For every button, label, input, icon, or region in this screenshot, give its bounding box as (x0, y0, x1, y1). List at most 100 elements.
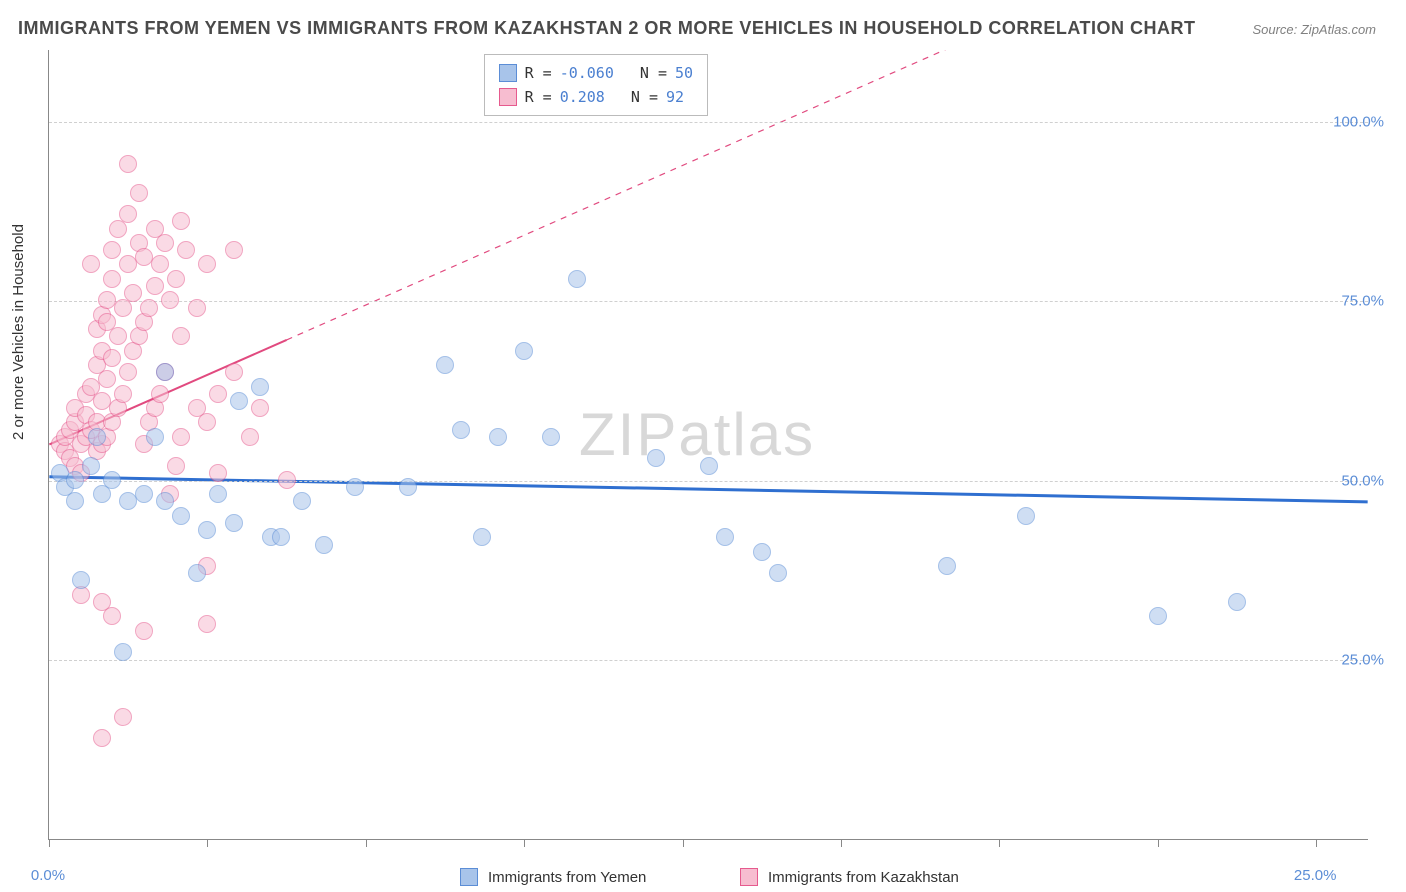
scatter-point (103, 471, 121, 489)
scatter-point (515, 342, 533, 360)
stats-row: R = -0.060 N = 50 (499, 61, 694, 85)
scatter-point (542, 428, 560, 446)
y-tick-label: 75.0% (1341, 293, 1384, 310)
gridline (49, 481, 1368, 482)
scatter-point (452, 421, 470, 439)
scatter-point (72, 571, 90, 589)
stat-n-value: 92 (666, 85, 684, 109)
stat-r-value: 0.208 (560, 85, 605, 109)
scatter-point (209, 485, 227, 503)
scatter-point (98, 370, 116, 388)
scatter-point (436, 356, 454, 374)
y-axis-label: 2 or more Vehicles in Household (10, 224, 27, 440)
scatter-point (140, 299, 158, 317)
legend-item: Immigrants from Yemen (460, 868, 646, 886)
y-tick-label: 50.0% (1341, 472, 1384, 489)
scatter-point (119, 205, 137, 223)
scatter-point (103, 607, 121, 625)
scatter-point (293, 492, 311, 510)
scatter-point (156, 492, 174, 510)
scatter-point (209, 385, 227, 403)
scatter-point (119, 155, 137, 173)
scatter-point (135, 485, 153, 503)
scatter-point (1017, 507, 1035, 525)
scatter-point (93, 729, 111, 747)
scatter-point (346, 478, 364, 496)
scatter-point (769, 564, 787, 582)
scatter-point (114, 385, 132, 403)
scatter-point (278, 471, 296, 489)
x-tick (49, 839, 50, 847)
scatter-point (251, 399, 269, 417)
stat-r-label: R = (525, 85, 552, 109)
stats-box: R = -0.060 N = 50R = 0.208 N = 92 (484, 54, 709, 116)
scatter-point (151, 385, 169, 403)
scatter-point (716, 528, 734, 546)
scatter-point (103, 270, 121, 288)
scatter-point (647, 449, 665, 467)
legend-item: Immigrants from Kazakhstan (740, 868, 959, 886)
x-tick (683, 839, 684, 847)
gridline (49, 660, 1368, 661)
scatter-point (103, 241, 121, 259)
scatter-point (88, 428, 106, 446)
scatter-point (225, 241, 243, 259)
x-tick (841, 839, 842, 847)
scatter-point (700, 457, 718, 475)
scatter-point (119, 363, 137, 381)
x-tick-label: 25.0% (1294, 867, 1337, 884)
scatter-point (1149, 607, 1167, 625)
y-tick-label: 100.0% (1333, 113, 1384, 130)
chart-title: IMMIGRANTS FROM YEMEN VS IMMIGRANTS FROM… (18, 18, 1196, 39)
watermark: ZIPatlas (579, 400, 815, 469)
scatter-point (66, 492, 84, 510)
stat-n-value: 50 (675, 61, 693, 85)
scatter-point (177, 241, 195, 259)
scatter-point (568, 270, 586, 288)
scatter-point (135, 622, 153, 640)
scatter-point (82, 255, 100, 273)
stat-r-value: -0.060 (560, 61, 614, 85)
scatter-point (172, 428, 190, 446)
x-tick (524, 839, 525, 847)
scatter-point (114, 643, 132, 661)
scatter-point (198, 255, 216, 273)
scatter-point (938, 557, 956, 575)
scatter-point (225, 514, 243, 532)
scatter-point (230, 392, 248, 410)
stat-n-label: N = (622, 61, 667, 85)
x-tick (207, 839, 208, 847)
legend-label: Immigrants from Kazakhstan (768, 869, 959, 886)
scatter-point (156, 234, 174, 252)
stat-r-label: R = (525, 61, 552, 85)
scatter-point (198, 615, 216, 633)
legend-swatch (499, 64, 517, 82)
scatter-point (172, 327, 190, 345)
legend-label: Immigrants from Yemen (488, 869, 646, 886)
stat-n-label: N = (613, 85, 658, 109)
scatter-point (225, 363, 243, 381)
scatter-point (172, 507, 190, 525)
legend-swatch (740, 868, 758, 886)
scatter-point (151, 255, 169, 273)
scatter-point (198, 413, 216, 431)
scatter-point (124, 284, 142, 302)
y-tick-label: 25.0% (1341, 652, 1384, 669)
scatter-point (156, 363, 174, 381)
x-tick (1316, 839, 1317, 847)
scatter-point (753, 543, 771, 561)
scatter-point (146, 277, 164, 295)
scatter-point (251, 378, 269, 396)
scatter-point (473, 528, 491, 546)
x-tick-label: 0.0% (31, 867, 65, 884)
legend-swatch (460, 868, 478, 886)
scatter-point (103, 349, 121, 367)
scatter-point (66, 471, 84, 489)
scatter-point (1228, 593, 1246, 611)
plot-area: ZIPatlas (48, 50, 1368, 840)
scatter-point (167, 457, 185, 475)
scatter-point (241, 428, 259, 446)
x-tick (1158, 839, 1159, 847)
scatter-point (130, 184, 148, 202)
scatter-point (188, 564, 206, 582)
